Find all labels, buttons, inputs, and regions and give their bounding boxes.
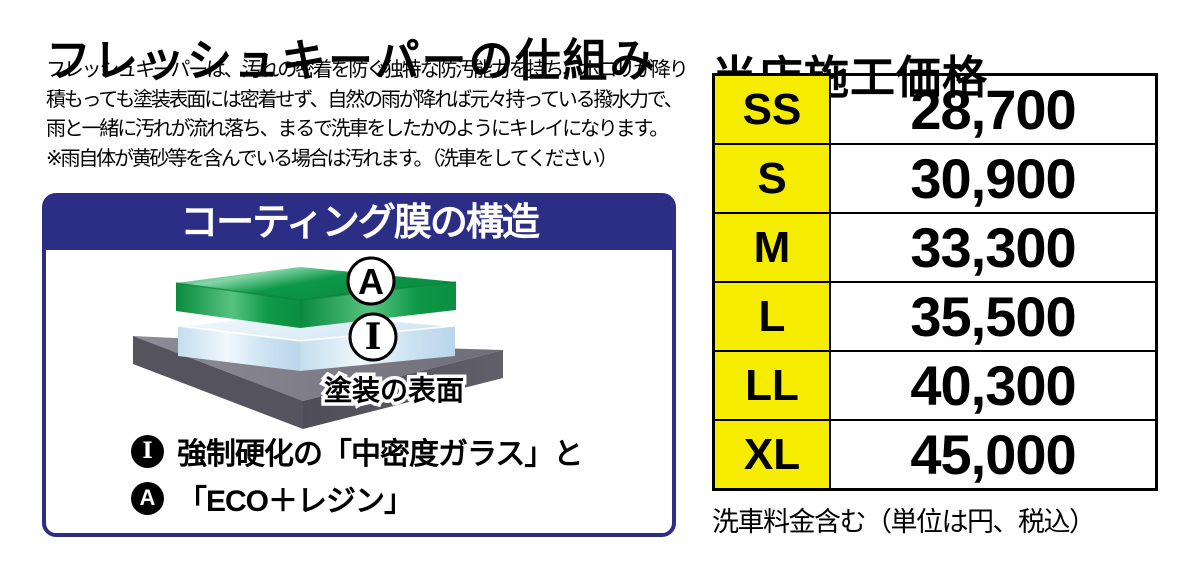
intro-paragraph: フレッシュキーパーは、汚れの密着を防ぐ独特な防汚能力を持ち、ホコリが降り 積もっ… (46, 56, 689, 174)
size-cell: LL (712, 350, 831, 421)
size-cell: S (712, 143, 831, 214)
coating-layers-diagram: A I 塗装の表面 (133, 256, 503, 429)
intro-line: 積もっても塗装表面には密着せず、自然の雨が降れば元々持っている撥水力で、 (46, 88, 684, 111)
intro-note-line: ※雨自体が黄砂等を含んでいる場合は汚れます。（洗車をしてください） (46, 147, 618, 170)
price-cell: 45,000 (829, 419, 1158, 491)
price-footnote: 洗車料金含む（単位は円、税込） (712, 507, 1096, 537)
size-cell: XL (712, 419, 831, 491)
intro-line: フレッシュキーパーは、汚れの密着を防ぐ独特な防汚能力を持ち、ホコリが降り (46, 59, 689, 81)
price-row: M 33,300 (712, 212, 1158, 283)
price-row: SS 28,700 (712, 73, 1158, 145)
legend-text-glass: 強制硬化の「中密度ガラス」と (177, 438, 583, 471)
price-cell: 33,300 (829, 212, 1158, 283)
intro-line: 雨と一緒に汚れが流れ落ち、まるで洗車をしたかのようにキレイになります。 (46, 118, 669, 140)
price-row: S 30,900 (712, 143, 1158, 214)
coating-box-title: コーティング膜の構造 (46, 197, 672, 250)
legend-text-resin: 「ECO＋レジン」 (177, 485, 414, 518)
painted-surface-label: 塗装の表面 (324, 374, 464, 406)
layer-a-letter: A (358, 261, 384, 302)
price-cell: 35,500 (829, 281, 1158, 352)
legend-item-glass: I 強制硬化の「中密度ガラス」と (131, 429, 583, 473)
page-title: フレッシュキーパーの仕組み (46, 35, 657, 87)
size-cell: M (712, 212, 831, 283)
price-row: LL 40,300 (712, 350, 1158, 421)
price-row: XL 45,000 (712, 419, 1158, 491)
price-table: SS 28,700 S 30,900 M 33,300 L 35,500 LL … (712, 73, 1158, 491)
size-cell: L (712, 281, 831, 352)
resin-layer (175, 267, 457, 328)
size-cell: SS (712, 73, 831, 145)
price-row: L 35,500 (712, 281, 1158, 352)
layer-i-badge: I (348, 312, 398, 362)
a-badge-icon: A (131, 481, 164, 515)
layer-a-badge: A (346, 256, 396, 306)
price-cell: 30,900 (829, 143, 1158, 214)
price-cell: 40,300 (829, 350, 1158, 421)
legend-item-resin: A 「ECO＋レジン」 (131, 476, 414, 520)
layer-i-letter: I (365, 316, 382, 358)
i-badge-icon: I (131, 434, 164, 468)
price-cell: 28,700 (829, 73, 1158, 145)
